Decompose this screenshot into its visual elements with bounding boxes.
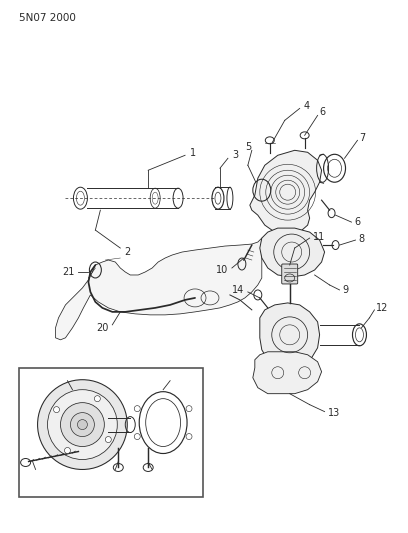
Text: 21: 21 (62, 267, 74, 277)
Text: 7: 7 (359, 133, 366, 143)
Text: 19: 19 (58, 373, 71, 383)
Text: 3: 3 (232, 150, 238, 160)
Polygon shape (260, 303, 319, 368)
Text: 6: 6 (319, 108, 326, 117)
Text: 1: 1 (190, 148, 196, 158)
Circle shape (48, 390, 117, 459)
Circle shape (71, 413, 94, 437)
Circle shape (38, 379, 127, 470)
Text: 11: 11 (313, 232, 325, 242)
Text: 6: 6 (355, 217, 361, 227)
Circle shape (60, 402, 104, 447)
Text: 18: 18 (29, 466, 41, 477)
Text: 9: 9 (343, 285, 349, 295)
Polygon shape (253, 352, 322, 394)
Polygon shape (260, 228, 325, 277)
Text: 5: 5 (245, 142, 251, 152)
Text: 15: 15 (170, 373, 182, 383)
Circle shape (94, 395, 100, 402)
Circle shape (134, 433, 140, 440)
Text: 20: 20 (96, 323, 109, 333)
Text: 13: 13 (328, 408, 340, 418)
Text: 4: 4 (304, 101, 310, 111)
Text: 17: 17 (100, 466, 112, 477)
Text: 14: 14 (232, 285, 244, 295)
Text: 2: 2 (124, 247, 131, 257)
Circle shape (186, 433, 192, 440)
Bar (19, 368, 203, 497)
FancyBboxPatch shape (282, 264, 298, 284)
Text: 8: 8 (359, 234, 365, 244)
Circle shape (53, 407, 60, 413)
Circle shape (105, 437, 111, 442)
Polygon shape (55, 238, 262, 340)
Text: 12: 12 (377, 303, 389, 313)
Circle shape (186, 406, 192, 411)
Text: 10: 10 (216, 265, 228, 275)
Circle shape (78, 419, 87, 430)
Text: 16: 16 (155, 466, 167, 477)
Circle shape (64, 448, 71, 454)
Circle shape (134, 406, 140, 411)
Text: 5N07 2000: 5N07 2000 (19, 13, 75, 23)
Polygon shape (250, 150, 322, 235)
